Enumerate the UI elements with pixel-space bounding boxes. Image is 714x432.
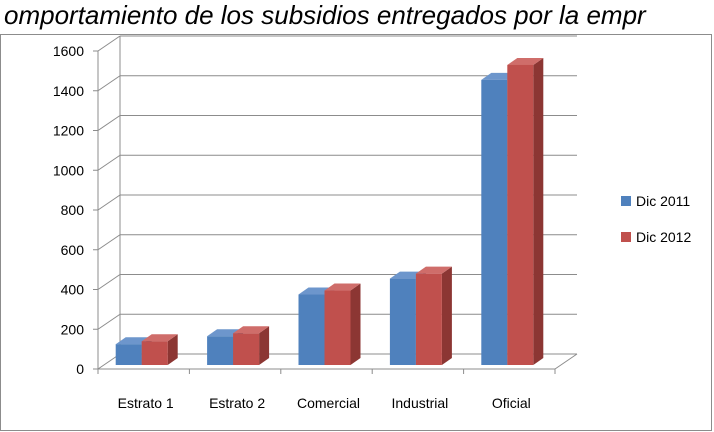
legend-label: Dic 2011 xyxy=(636,193,690,209)
y-tick-label: 0 xyxy=(76,361,84,377)
x-tick-label: Estrato 2 xyxy=(209,395,265,411)
bar xyxy=(233,333,260,365)
bar xyxy=(415,273,442,365)
bar xyxy=(115,344,142,365)
bar xyxy=(507,64,534,366)
gridline-depth xyxy=(97,115,121,131)
bar-side xyxy=(441,266,452,365)
bar xyxy=(298,294,325,365)
bar-side xyxy=(350,283,361,365)
bar xyxy=(389,278,416,365)
x-tick-label: Oficial xyxy=(492,395,531,411)
bar-top xyxy=(141,334,178,342)
y-tick-label: 200 xyxy=(61,321,85,337)
floor-edge xyxy=(554,353,578,370)
y-tick-label: 600 xyxy=(61,242,85,258)
gridline-depth xyxy=(97,313,121,330)
y-tick-label: 1000 xyxy=(53,162,84,178)
legend-swatch xyxy=(621,232,631,242)
x-tick-label: Comercial xyxy=(297,395,360,411)
chart-title: omportamiento de los subsidios entregado… xyxy=(0,0,714,34)
x-tick-label: Estrato 1 xyxy=(118,395,174,411)
bar xyxy=(207,336,234,365)
bar-top xyxy=(233,326,270,334)
bar xyxy=(324,290,351,365)
bar-top xyxy=(415,266,452,274)
bar xyxy=(141,341,168,365)
gridline-depth xyxy=(97,75,121,92)
y-tick-label: 1200 xyxy=(53,123,84,139)
bar-side xyxy=(259,326,270,365)
y-tick-label: 1400 xyxy=(53,83,84,99)
y-tick-label: 400 xyxy=(61,282,85,298)
y-tick-label: 800 xyxy=(61,202,85,218)
gridline-depth xyxy=(97,35,121,52)
gridline-depth xyxy=(97,234,121,251)
chart-title-text: omportamiento de los subsidios entregado… xyxy=(4,0,646,30)
bar xyxy=(481,79,508,366)
gridline-depth xyxy=(97,194,121,211)
bar-top xyxy=(507,57,544,65)
bar-top xyxy=(324,283,361,291)
x-tick-label: Industrial xyxy=(391,395,448,411)
legend-swatch xyxy=(621,196,631,206)
gridline-depth xyxy=(97,274,121,290)
gridline-depth xyxy=(97,154,121,171)
bar-side xyxy=(533,57,544,366)
y-tick-label: 1600 xyxy=(53,43,84,59)
bar-side xyxy=(167,334,178,365)
legend-label: Dic 2012 xyxy=(636,229,691,245)
